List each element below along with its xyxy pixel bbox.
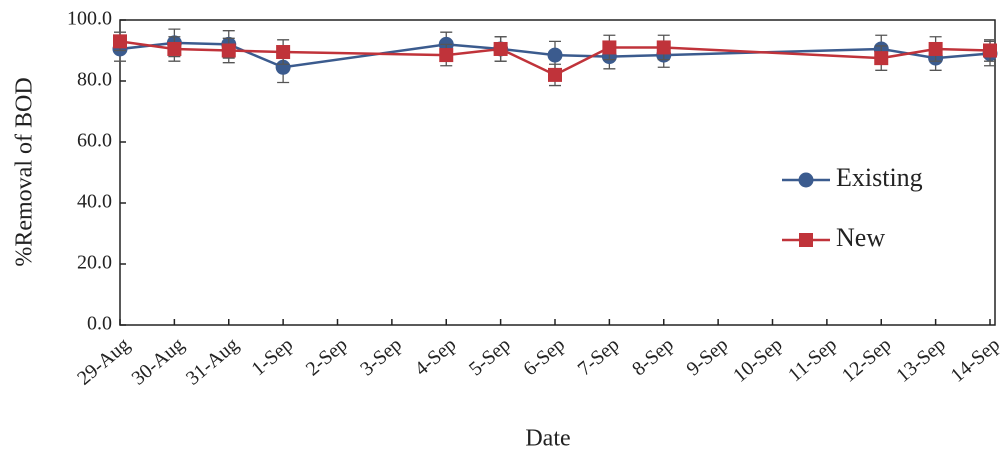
marker — [874, 51, 888, 65]
marker — [167, 42, 181, 56]
marker — [276, 45, 290, 59]
y-tick-label: 100.0 — [67, 8, 112, 30]
x-tick-label: 6-Sep — [519, 333, 569, 380]
legend-marker — [799, 233, 813, 247]
x-tick-label: 5-Sep — [465, 333, 515, 380]
x-tick-label: 2-Sep — [302, 333, 352, 380]
x-tick-label: 7-Sep — [574, 333, 624, 380]
marker — [657, 40, 671, 54]
legend-label: New — [836, 223, 885, 252]
x-tick-label: 29-Aug — [73, 333, 134, 389]
marker — [983, 44, 997, 58]
legend-marker — [799, 173, 814, 188]
marker — [602, 40, 616, 54]
marker — [494, 42, 508, 56]
marker — [222, 44, 236, 58]
marker — [113, 34, 127, 48]
x-tick-label: 10-Sep — [729, 333, 787, 386]
x-tick-label: 9-Sep — [682, 333, 732, 380]
page: Date %Removal of BOD 0.0 20.0 40.0 60.0 80.0… — [0, 0, 1001, 457]
marker — [439, 48, 453, 62]
x-tick-label: 4-Sep — [411, 333, 461, 380]
x-tick-label: 11-Sep — [784, 333, 841, 386]
x-tick-label: 3-Sep — [356, 333, 406, 380]
marker — [929, 42, 943, 56]
x-tick-label: 14-Sep — [947, 333, 1001, 386]
marker — [548, 68, 562, 82]
y-tick-label: 60.0 — [77, 130, 112, 152]
y-tick-label: 20.0 — [77, 252, 112, 274]
x-tick-label: 1-Sep — [247, 333, 297, 380]
legend-label: Existing — [836, 163, 923, 192]
x-tick-label: 13-Sep — [892, 333, 950, 386]
y-tick-label: 80.0 — [77, 69, 112, 91]
y-axis-label: %Removal of BOD — [12, 77, 38, 266]
marker — [548, 48, 563, 63]
x-tick-label: 12-Sep — [838, 333, 896, 386]
x-tick-label: 8-Sep — [628, 333, 678, 380]
y-tick-label: 40.0 — [77, 191, 112, 213]
chart: Date %Removal of BOD 0.0 20.0 40.0 60.0 80.0… — [0, 0, 1001, 457]
x-tick-label: 30-Aug — [128, 333, 189, 389]
x-tick-label: 31-Aug — [182, 333, 243, 389]
y-tick-label: 0.0 — [87, 313, 112, 335]
x-axis-label: Date — [525, 426, 570, 452]
